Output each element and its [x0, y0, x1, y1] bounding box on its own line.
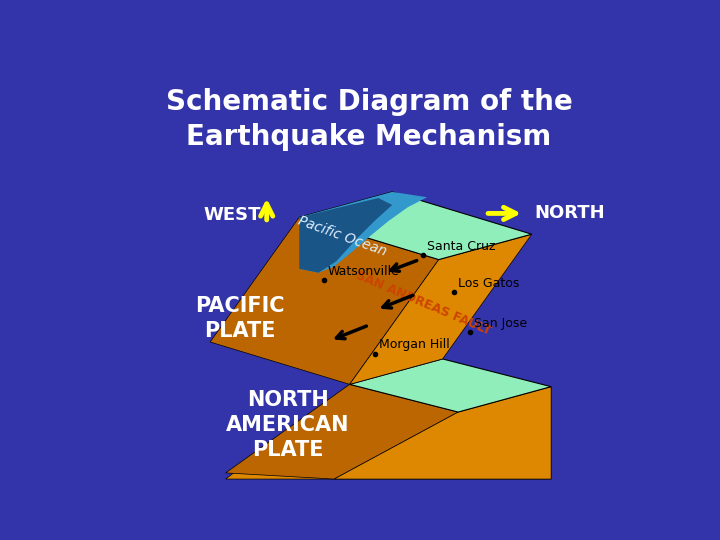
- Polygon shape: [300, 198, 392, 273]
- Polygon shape: [300, 192, 532, 260]
- Polygon shape: [225, 384, 458, 479]
- Text: NORTH: NORTH: [534, 205, 605, 222]
- Text: Watsonville: Watsonville: [328, 265, 400, 278]
- Text: Santa Cruz: Santa Cruz: [427, 240, 495, 253]
- Text: Pacific Ocean: Pacific Ocean: [296, 213, 388, 258]
- Text: PACIFIC
PLATE: PACIFIC PLATE: [195, 296, 284, 341]
- Polygon shape: [350, 234, 532, 384]
- Text: NORTH
AMERICAN
PLATE: NORTH AMERICAN PLATE: [226, 390, 349, 460]
- Polygon shape: [300, 192, 427, 273]
- Polygon shape: [225, 384, 551, 479]
- Polygon shape: [350, 359, 551, 412]
- Text: Los Gatos: Los Gatos: [458, 276, 520, 289]
- Text: Schematic Diagram of the
Earthquake Mechanism: Schematic Diagram of the Earthquake Mech…: [166, 88, 572, 151]
- Text: San Jose: San Jose: [474, 316, 527, 330]
- Polygon shape: [334, 387, 551, 479]
- Text: Morgan Hill: Morgan Hill: [379, 338, 450, 351]
- Polygon shape: [210, 217, 438, 384]
- Text: SAN ANDREAS FAULT: SAN ANDREAS FAULT: [354, 269, 492, 338]
- Text: WEST: WEST: [203, 206, 261, 224]
